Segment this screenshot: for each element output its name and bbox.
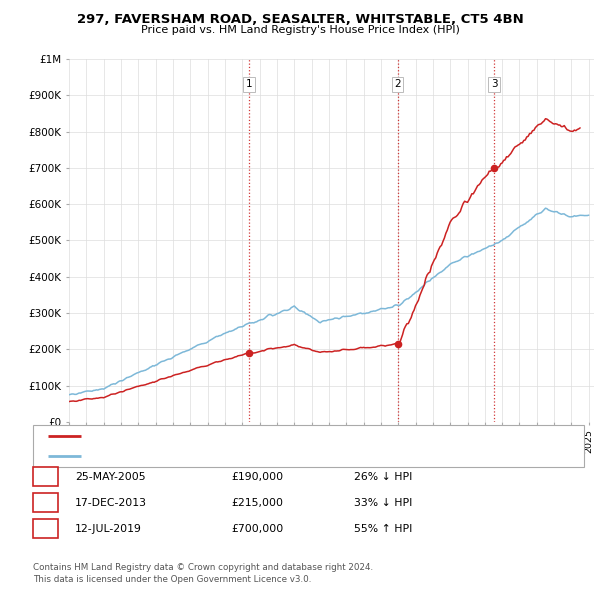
- Text: 297, FAVERSHAM ROAD, SEASALTER, WHITSTABLE, CT5 4BN: 297, FAVERSHAM ROAD, SEASALTER, WHITSTAB…: [77, 13, 523, 26]
- Text: £700,000: £700,000: [231, 524, 283, 533]
- Text: 12-JUL-2019: 12-JUL-2019: [75, 524, 142, 533]
- Text: 25-MAY-2005: 25-MAY-2005: [75, 472, 146, 481]
- Text: 1: 1: [46, 472, 53, 481]
- Text: 1: 1: [245, 80, 252, 90]
- Text: HPI: Average price, detached house, Canterbury: HPI: Average price, detached house, Cant…: [87, 451, 328, 461]
- Text: 3: 3: [46, 524, 53, 533]
- Text: Contains HM Land Registry data © Crown copyright and database right 2024.
This d: Contains HM Land Registry data © Crown c…: [33, 563, 373, 584]
- Text: 33% ↓ HPI: 33% ↓ HPI: [354, 498, 412, 507]
- Text: £190,000: £190,000: [231, 472, 283, 481]
- Text: £215,000: £215,000: [231, 498, 283, 507]
- Text: 2: 2: [394, 80, 401, 90]
- Text: 17-DEC-2013: 17-DEC-2013: [75, 498, 147, 507]
- Text: 2: 2: [46, 498, 53, 507]
- Text: Price paid vs. HM Land Registry's House Price Index (HPI): Price paid vs. HM Land Registry's House …: [140, 25, 460, 35]
- Text: 297, FAVERSHAM ROAD, SEASALTER, WHITSTABLE, CT5 4BN (detached house): 297, FAVERSHAM ROAD, SEASALTER, WHITSTAB…: [87, 431, 477, 441]
- Text: 26% ↓ HPI: 26% ↓ HPI: [354, 472, 412, 481]
- Text: 55% ↑ HPI: 55% ↑ HPI: [354, 524, 412, 533]
- Text: 3: 3: [491, 80, 497, 90]
